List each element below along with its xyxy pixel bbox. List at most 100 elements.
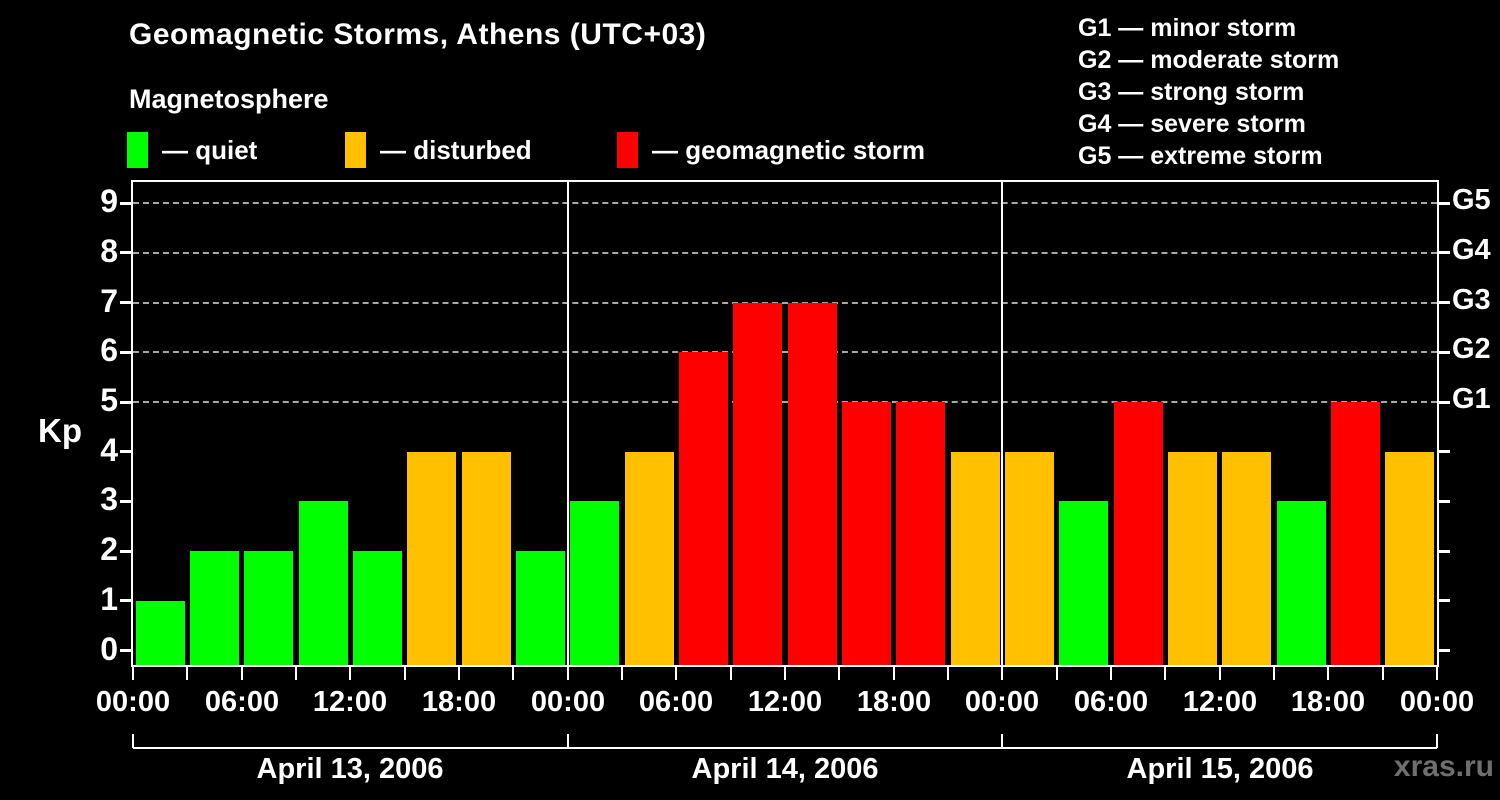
- right-axis-label-g2: G2: [1452, 333, 1491, 365]
- right-axis-tick: [1439, 599, 1450, 602]
- x-axis-tick: [1436, 667, 1438, 680]
- right-axis-tick: [1439, 301, 1450, 304]
- right-axis-tick: [1439, 450, 1450, 453]
- storm-scale-item: G2 — moderate storm: [1078, 46, 1340, 74]
- right-axis-tick: [1439, 351, 1450, 354]
- x-axis-tick: [186, 667, 188, 680]
- date-label: April 13, 2006: [256, 753, 444, 785]
- kp-bar: [625, 452, 674, 665]
- gridline-g5: [133, 202, 1437, 204]
- date-bracket-tick: [567, 734, 569, 748]
- x-axis-tick: [241, 667, 243, 680]
- right-axis-tick: [1439, 251, 1450, 254]
- x-axis-tick: [730, 667, 732, 680]
- y-tick-label: 0: [100, 631, 118, 667]
- right-axis-label-g5: G5: [1452, 184, 1491, 216]
- kp-bar: [190, 551, 239, 665]
- x-axis-tick: [1219, 667, 1221, 680]
- x-tick-label: 00:00: [530, 686, 606, 718]
- y-axis-tick: [120, 251, 131, 254]
- x-axis-tick: [1273, 667, 1275, 680]
- date-label: April 15, 2006: [1126, 753, 1314, 785]
- date-bracket-line: [133, 747, 1437, 749]
- x-axis-tick: [838, 667, 840, 680]
- watermark: xras.ru: [1393, 750, 1494, 783]
- y-tick-label: 3: [100, 481, 118, 517]
- kp-bar: [136, 601, 185, 665]
- storm-scale-item: G4 — severe storm: [1078, 110, 1306, 138]
- kp-bar: [516, 551, 565, 665]
- y-axis-tick: [120, 550, 131, 553]
- kp-bar: [353, 551, 402, 665]
- chart-subtitle: Magnetosphere: [129, 84, 329, 114]
- x-axis-tick: [1327, 667, 1329, 680]
- kp-bar: [1331, 402, 1380, 665]
- legend-item-disturbed: — disturbed: [345, 131, 532, 169]
- kp-bar: [788, 303, 837, 665]
- storm-scale-legend: G1 — minor storm G2 — moderate storm G3 — …: [1078, 12, 1339, 172]
- x-axis-tick: [1110, 667, 1112, 680]
- date-bracket-tick: [1001, 734, 1003, 748]
- day-separator: [1001, 182, 1003, 665]
- y-tick-label: 1: [100, 581, 118, 617]
- y-axis-tick: [120, 649, 131, 652]
- x-axis-tick: [1056, 667, 1058, 680]
- y-tick-label: 4: [100, 432, 118, 468]
- x-tick-label: 06:00: [1073, 686, 1149, 718]
- kp-bar: [896, 402, 945, 665]
- plot-frame: [131, 180, 1439, 667]
- kp-bar: [1005, 452, 1054, 665]
- x-tick-label: 00:00: [1399, 686, 1475, 718]
- kp-bar: [1168, 452, 1217, 665]
- y-tick-label: 7: [100, 283, 118, 319]
- day-separator: [567, 182, 569, 665]
- right-axis-label-g1: G1: [1452, 383, 1491, 415]
- y-axis-tick: [120, 500, 131, 503]
- y-tick-label: 2: [100, 531, 118, 567]
- y-tick-label: 9: [100, 183, 118, 219]
- storm-scale-item: G5 — extreme storm: [1078, 142, 1323, 170]
- y-tick-label: 6: [100, 332, 118, 368]
- right-axis-tick: [1439, 401, 1450, 404]
- x-axis-tick: [404, 667, 406, 680]
- date-bracket-tick: [132, 734, 134, 748]
- kp-bar: [733, 303, 782, 665]
- gridline-g1: [133, 401, 1437, 403]
- legend-item-storm: — geomagnetic storm: [617, 131, 925, 169]
- disturbed-swatch-icon: [345, 132, 366, 168]
- y-tick-label: 5: [100, 382, 118, 418]
- gridline-g2: [133, 351, 1437, 353]
- x-tick-label: 06:00: [638, 686, 714, 718]
- x-axis-tick: [458, 667, 460, 680]
- gridline-g3: [133, 302, 1437, 304]
- y-tick-label: 8: [100, 233, 118, 269]
- kp-bar: [462, 452, 511, 665]
- x-tick-label: 18:00: [421, 686, 497, 718]
- kp-bar: [679, 352, 728, 665]
- date-bracket-tick: [1436, 734, 1438, 748]
- date-label: April 14, 2006: [691, 753, 879, 785]
- x-axis-tick: [295, 667, 297, 680]
- y-axis-tick: [120, 301, 131, 304]
- kp-bar: [299, 501, 348, 665]
- kp-bar: [1222, 452, 1271, 665]
- storm-scale-item: G1 — minor storm: [1078, 14, 1297, 42]
- x-axis-tick: [621, 667, 623, 680]
- x-tick-label: 12:00: [747, 686, 823, 718]
- legend-label-disturbed: — disturbed: [380, 134, 532, 165]
- storm-swatch-icon: [617, 132, 638, 168]
- kp-bar: [951, 452, 1000, 665]
- x-tick-label: 12:00: [312, 686, 388, 718]
- kp-bar: [244, 551, 293, 665]
- quiet-swatch-icon: [127, 132, 148, 168]
- x-axis-tick: [512, 667, 514, 680]
- legend-item-quiet: — quiet: [127, 131, 257, 169]
- x-axis-tick: [567, 667, 569, 680]
- kp-bar: [842, 402, 891, 665]
- right-axis-tick: [1439, 550, 1450, 553]
- y-axis-tick: [120, 450, 131, 453]
- x-tick-label: 00:00: [95, 686, 171, 718]
- page-title: Geomagnetic Storms, Athens (UTC+03): [129, 18, 707, 51]
- right-axis-label-g3: G3: [1452, 284, 1491, 316]
